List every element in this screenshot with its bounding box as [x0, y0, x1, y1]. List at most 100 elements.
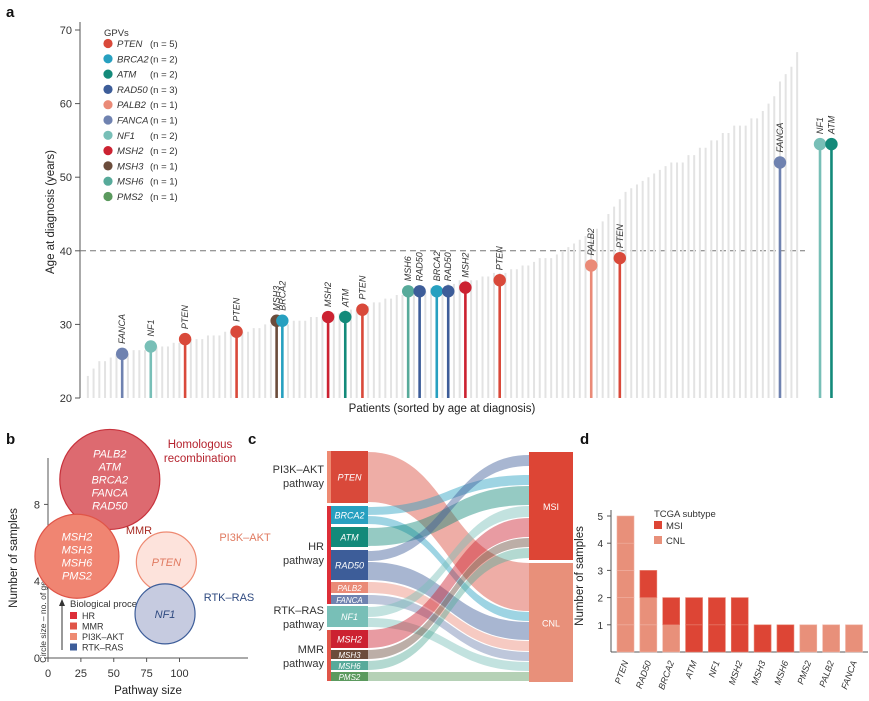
panel-a-legend-gene: ATM — [116, 70, 136, 81]
panel-d-bar-cnl — [639, 624, 658, 653]
panel-c-gene-node — [331, 650, 368, 659]
panel-a-gene-label: PTEN — [615, 224, 625, 249]
panel-d-bar-msi — [730, 624, 749, 653]
panel-a-lollipop-dot — [401, 285, 415, 298]
panel-b-size-arrow-head — [59, 599, 65, 606]
panel-a-legend-dot — [103, 130, 113, 140]
panel-b-legend-swatch — [70, 643, 77, 651]
panel-a-ytick-label: 30 — [60, 319, 72, 331]
panel-b-legend-label: HR — [82, 611, 95, 621]
panel-a-gene-label: PTEN — [357, 275, 367, 300]
panel-c-gene-label: BRCA2 — [334, 511, 364, 521]
panel-d-xtick-label: FANCA — [839, 659, 859, 690]
panel-a-legend-dot — [103, 100, 113, 110]
panel-d-bar-cnl — [799, 624, 818, 653]
panel-c-gene-node — [331, 451, 368, 503]
panel-c-gene-node — [331, 582, 368, 593]
panel-c-gene-label: FANCA — [336, 596, 363, 605]
panel-c-flow — [368, 518, 529, 648]
panel-a-legend-title: GPVs — [104, 28, 129, 39]
panel-c-gene-node — [331, 527, 368, 547]
panel-d-xtick-label: PTEN — [613, 659, 631, 685]
panel-b-xtick-label: 25 — [75, 668, 87, 680]
panel-a-gene-label: MSH6 — [403, 256, 413, 281]
panel-c-gene-label: MSH6 — [338, 662, 361, 671]
panel-c-subtype-label: CNL — [542, 619, 560, 629]
panel-d-bar-cnl — [616, 570, 635, 598]
panel-b-legend-swatch — [70, 622, 77, 630]
panel-b-legend-swatch — [70, 612, 77, 619]
panel-d-legend-label: CNL — [666, 536, 685, 547]
panel-b-bubble-gene: MSH6 — [62, 558, 93, 570]
panel-a-lollipop-dot — [230, 325, 243, 338]
panel-a-legend-gene: PMS2 — [117, 192, 144, 203]
panel-c-gene-node — [331, 506, 368, 524]
panel-a-legend-dot — [103, 115, 113, 125]
panel-c-subtype-label: MSI — [543, 502, 559, 512]
panel-c-pathway-strip — [327, 630, 331, 681]
panel-c-flow — [368, 618, 529, 671]
panel-d-legend-title: TCGA subtype — [654, 509, 716, 520]
panel-d-bar-cnl — [616, 597, 635, 626]
panel-c-pathway-label: pathway — [283, 555, 324, 567]
panel-d-xtick-label: MSH2 — [727, 659, 745, 686]
panel-a-lollipop-dot — [493, 274, 506, 287]
panel-a-legend-gene: RAD50 — [117, 85, 148, 96]
panel-a-legend-count: (n = 5) — [150, 39, 178, 50]
panel-a-lollipop-dot — [321, 310, 335, 324]
panel-a-gene-label: BRCA2 — [277, 281, 287, 311]
panel-b-legend-label: MMR — [82, 622, 104, 632]
panel-c-flow — [368, 582, 529, 651]
panel-b-legend-label: RTK–RAS — [82, 643, 123, 653]
panel-a-gene-label: MSH2 — [323, 282, 333, 307]
panel-d-bar-cnl — [845, 624, 863, 653]
panel-b-legend-swatch — [70, 633, 77, 640]
panel-c-gene-label: PMS2 — [339, 673, 361, 682]
panel-a-legend-count: (n = 1) — [150, 100, 178, 111]
panel-c-gene-node — [331, 661, 368, 670]
panel-b-bubble-label: PI3K–AKT — [219, 532, 271, 544]
panel-d-bar-msi — [708, 624, 726, 653]
panel-a-gene-label: FANCA — [775, 123, 785, 153]
panel-d-legend-swatch — [654, 536, 662, 544]
panel-a-lollipop-dot — [144, 340, 157, 353]
panel-c-flow — [368, 548, 529, 670]
panel-c-flow — [368, 452, 529, 611]
panel-a-legend-gene: PALB2 — [117, 100, 147, 111]
panel-a-lollipop-dot — [459, 281, 472, 294]
panel-a-legend-dot — [103, 176, 113, 186]
panel-c-gene-label: PTEN — [337, 473, 362, 483]
panel-c-subtype-node — [529, 563, 573, 682]
panel-d-ytick-label: 2 — [597, 594, 603, 605]
panel-a-legend-gene: NF1 — [117, 131, 135, 142]
panel-b-xtick-label: 100 — [170, 668, 188, 680]
panel-b-bubble-label: Homologous recombination — [164, 439, 236, 465]
panel-c-flow — [368, 475, 529, 515]
panel-d-bar-cnl — [616, 515, 635, 544]
panel-d-bar-msi — [685, 624, 703, 653]
panel-d-ytick-label: 4 — [597, 539, 603, 550]
panel-a-legend-dot — [103, 191, 113, 202]
panel-b-bubble-gene: FANCA — [92, 487, 128, 499]
panel-a-gene-label: BRCA2 — [432, 251, 442, 281]
panel-b-bubble-label: MMR — [126, 525, 152, 537]
panel-d-ylabel: Number of samples — [574, 526, 586, 626]
panel-c-gene-node — [331, 595, 368, 604]
panel-a-gene-label: NF1 — [146, 319, 156, 336]
panel-d-xtick-label: ATM — [683, 659, 699, 681]
panel-d-ytick-label: 3 — [597, 566, 603, 577]
panel-c-flow — [368, 672, 529, 681]
panel-a-lollipop-dot — [825, 137, 838, 151]
panel-a-lollipop-dot — [613, 251, 627, 265]
panel-b-size-label: Circle size – no. of genes — [38, 567, 48, 662]
panel-b-xtick-label: 75 — [141, 668, 153, 680]
panel-b-bubble-gene: PMS2 — [62, 571, 92, 583]
panel-a-ylabel: Age at diagnosis (years) — [45, 150, 57, 274]
panel-c-gene-label: NF1 — [341, 612, 358, 622]
panel-a-legend-count: (n = 1) — [150, 161, 178, 172]
panel-d-bar-cnl — [616, 542, 635, 571]
panel-b-ytick-label: 4 — [34, 576, 40, 588]
panel-a-lollipop-dot — [585, 259, 598, 272]
panel-d-chart: Number of samples TCGA subtype 1 2 3 4 5 PTE… — [574, 509, 868, 691]
panel-c-flow — [368, 562, 529, 640]
